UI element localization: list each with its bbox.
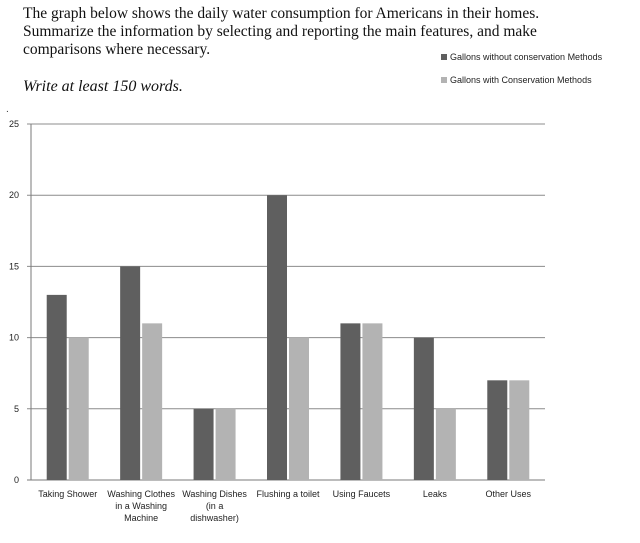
- x-category-label-2-2: dishwasher): [190, 513, 239, 523]
- x-category-label-1-2: Machine: [124, 513, 158, 523]
- y-tick-label-5: 5: [14, 404, 19, 414]
- x-category-label-1-0: Washing Clothes: [107, 489, 175, 499]
- bar-without-5: [413, 337, 434, 480]
- legend-swatch-1: [441, 77, 447, 83]
- bar-without-3: [267, 195, 287, 480]
- bar-without-2: [193, 408, 214, 480]
- bar-with-2: [215, 408, 236, 480]
- y-tick-label-10: 10: [9, 333, 19, 343]
- stray-mark: .: [6, 104, 9, 115]
- x-category-label-6-0: Other Uses: [486, 489, 532, 499]
- bar-with-6: [509, 380, 530, 480]
- bar-without-6: [487, 380, 508, 480]
- x-category-label-4-0: Using Faucets: [333, 489, 391, 499]
- prompt-line-2: Summarize the information by selecting a…: [23, 23, 537, 40]
- x-category-label-2-1: (in a: [206, 501, 224, 511]
- x-category-label-3-0: Flushing a toilet: [256, 489, 320, 499]
- x-category-label-1-1: in a Washing: [115, 501, 167, 511]
- y-tick-label-0: 0: [14, 475, 19, 485]
- bar-with-3: [289, 337, 309, 480]
- word-count-instruction: Write at least 150 words.: [23, 78, 183, 95]
- y-tick-label-25: 25: [9, 119, 19, 129]
- legend-label-0: Gallons without conservation Methods: [450, 52, 603, 62]
- bar-without-1: [120, 266, 141, 480]
- bar-with-4: [362, 323, 383, 480]
- question-prompt: The graph below shows the daily water co…: [23, 5, 583, 59]
- prompt-line-1: The graph below shows the daily water co…: [23, 5, 540, 22]
- bar-without-0: [46, 294, 67, 480]
- bar-with-1: [142, 323, 163, 480]
- x-category-label-2-0: Washing Dishes: [182, 489, 247, 499]
- legend-swatch-0: [441, 54, 447, 60]
- bar-with-5: [435, 408, 456, 480]
- x-category-label-5-0: Leaks: [423, 489, 448, 499]
- bar-with-0: [68, 337, 89, 480]
- x-category-label-0-0: Taking Shower: [38, 489, 97, 499]
- y-tick-label-15: 15: [9, 261, 19, 271]
- prompt-line-3: comparisons where necessary.: [23, 41, 211, 58]
- bar-without-4: [340, 323, 361, 480]
- y-tick-label-20: 20: [9, 190, 19, 200]
- legend-label-1: Gallons with Conservation Methods: [450, 75, 592, 85]
